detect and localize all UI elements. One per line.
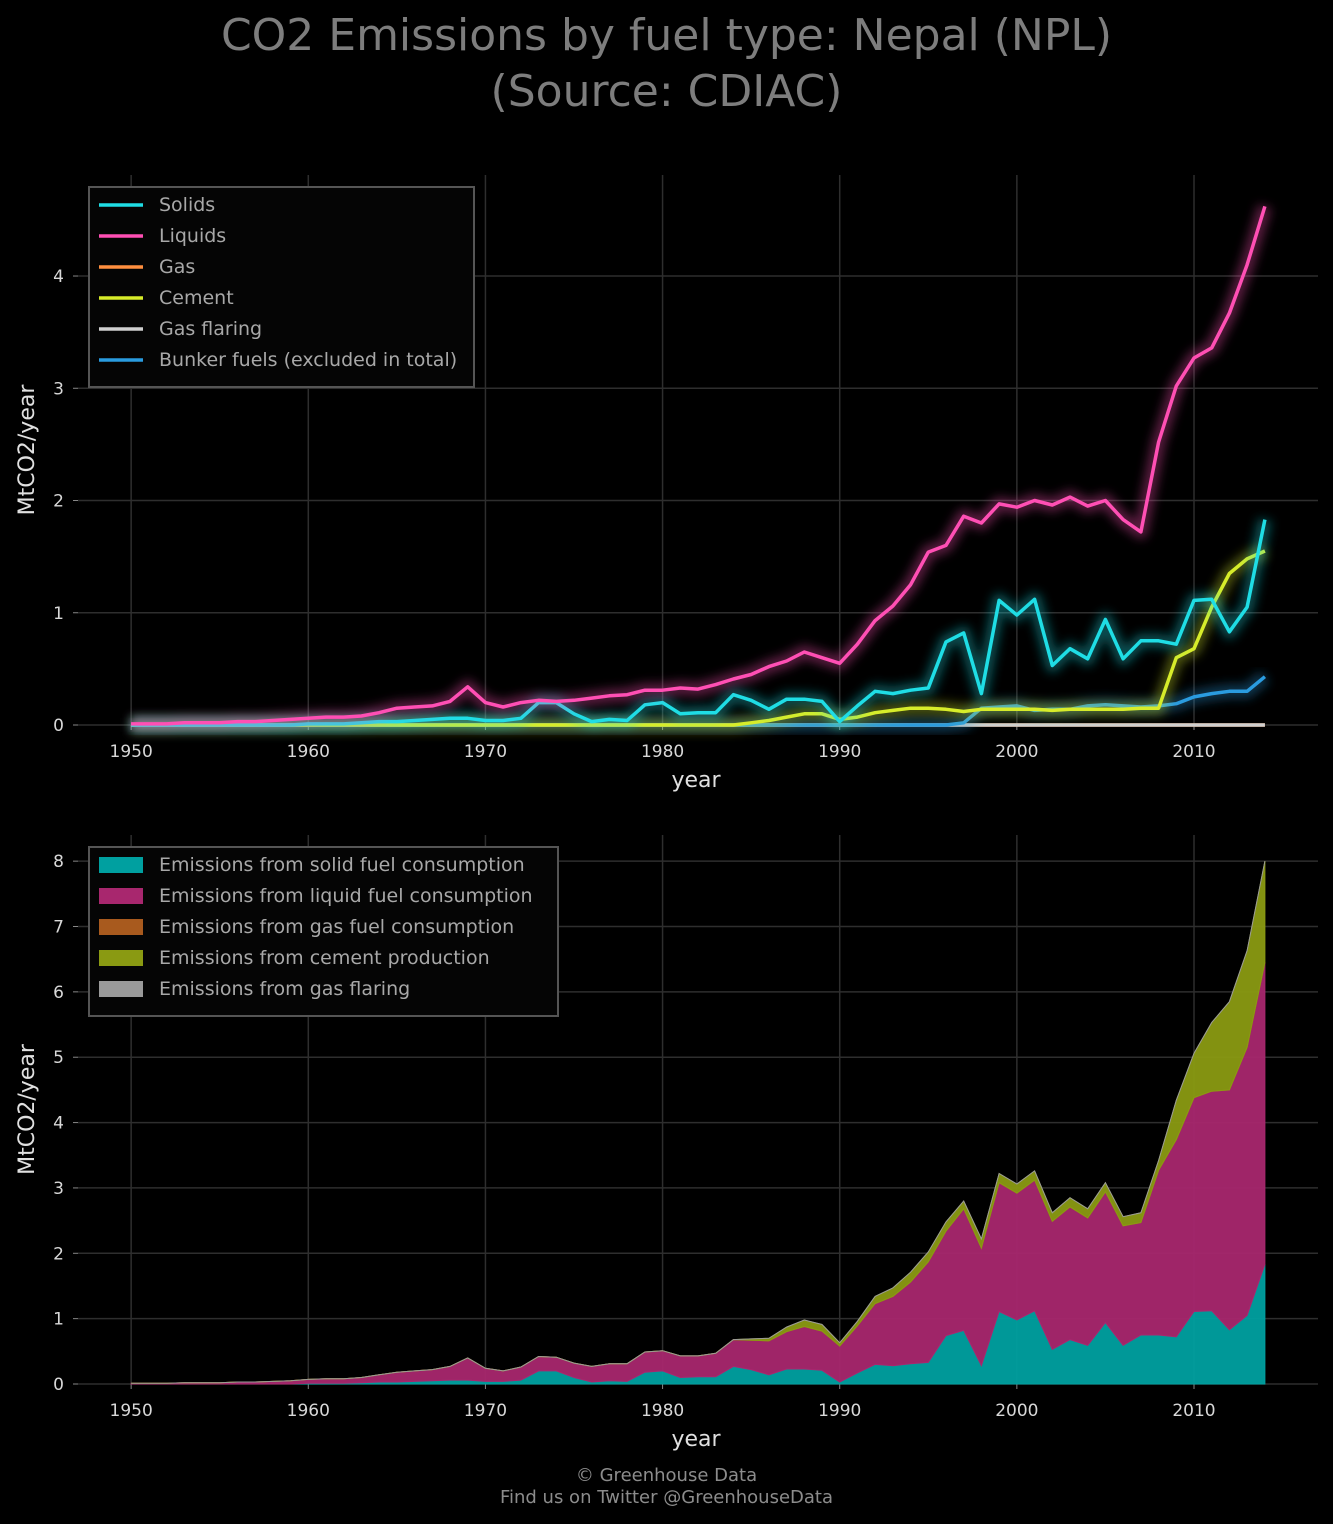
- x-tick-label: 1980: [641, 742, 684, 762]
- legend-label-emissions-from-gas-fuel-consumption: Emissions from gas fuel consumption: [159, 916, 514, 938]
- y-tick-label: 0: [53, 1375, 64, 1395]
- x-tick-label: 1960: [287, 1401, 330, 1421]
- x-tick-label: 1960: [287, 742, 330, 762]
- legend-label-liquids: Liquids: [159, 225, 226, 247]
- y-tick-label: 8: [53, 852, 64, 872]
- x-tick-label: 1990: [818, 742, 861, 762]
- legend-swatch: [99, 950, 143, 966]
- y-tick-label: 4: [53, 1114, 64, 1134]
- line-chart: 1950 1960 1970 1980 1990 2000 2010 0 1 2 3 4 year MtC…: [15, 175, 1318, 793]
- x-tick-label: 1980: [641, 1401, 684, 1421]
- x-tick-label: 1950: [110, 1401, 153, 1421]
- legend-label-emissions-from-gas-flaring: Emissions from gas flaring: [159, 978, 410, 1000]
- legend-label-emissions-from-solid-fuel-consumption: Emissions from solid fuel consumption: [159, 854, 525, 876]
- y-axis-label: MtCO2/year: [15, 384, 40, 516]
- y-tick-label: 3: [53, 379, 64, 399]
- legend-label-gas: Gas: [159, 256, 195, 278]
- x-tick-label: 1970: [464, 742, 507, 762]
- y-tick-label: 6: [53, 983, 64, 1003]
- x-axis-label: year: [671, 1427, 721, 1452]
- x-tick-label: 2000: [995, 1401, 1038, 1421]
- y-axis-label: MtCO2/year: [15, 1043, 40, 1175]
- y-tick-label: 4: [53, 267, 64, 287]
- y-tick-label: 2: [53, 1244, 64, 1264]
- y-tick-label: 5: [53, 1048, 64, 1068]
- footer-twitter[interactable]: Find us on Twitter @GreenhouseData: [499, 1487, 834, 1508]
- legend-label-gas-flaring: Gas flaring: [159, 318, 262, 340]
- y-tick-label: 1: [53, 1310, 64, 1330]
- y-tick-label: 2: [53, 492, 64, 512]
- x-tick-label: 2010: [1172, 742, 1215, 762]
- x-tick-label: 1950: [110, 742, 153, 762]
- legend-label-emissions-from-liquid-fuel-consumption: Emissions from liquid fuel consumption: [159, 885, 533, 907]
- charts-canvas: 1950 1960 1970 1980 1990 2000 2010 0 1 2 3 4 year MtC…: [15, 175, 1318, 1452]
- legend-label-emissions-from-cement-production: Emissions from cement production: [159, 947, 490, 969]
- legend-swatch: [99, 919, 143, 935]
- legend-label-cement: Cement: [159, 287, 234, 309]
- chart-subtitle: (Source: CDIAC): [490, 66, 843, 117]
- x-tick-label: 1990: [818, 1401, 861, 1421]
- x-tick-label: 2010: [1172, 1401, 1215, 1421]
- y-tick-label: 7: [53, 918, 64, 938]
- legend-box: [88, 846, 559, 1017]
- legend-box: [88, 186, 475, 388]
- legend-label-solids: Solids: [159, 194, 215, 216]
- y-tick-label: 0: [53, 716, 64, 736]
- chart-title: CO2 Emissions by fuel type: Nepal (NPL): [220, 10, 1113, 61]
- legend-label-bunker-fuels-excluded-in-total: Bunker fuels (excluded in total): [159, 349, 457, 371]
- area-emissions-from-gas-flaring: [131, 861, 1266, 1384]
- y-tick-label: 1: [53, 604, 64, 624]
- y-tick-label: 3: [53, 1179, 64, 1199]
- area-emissions-from-liquid-fuel-consumption: [130, 962, 1266, 1385]
- legend-swatch: [99, 857, 143, 873]
- x-tick-label: 2000: [995, 742, 1038, 762]
- legend-swatch: [99, 981, 143, 997]
- legend-swatch: [99, 888, 143, 904]
- stacked-area-chart: 1950 1960 1970 1980 1990 2000 2010 0 1 2 3 4 5 6 7 8 yea…: [15, 835, 1318, 1452]
- x-axis-label: year: [671, 768, 721, 793]
- footer-copyright: © Greenhouse Data: [575, 1465, 758, 1486]
- x-tick-label: 1970: [464, 1401, 507, 1421]
